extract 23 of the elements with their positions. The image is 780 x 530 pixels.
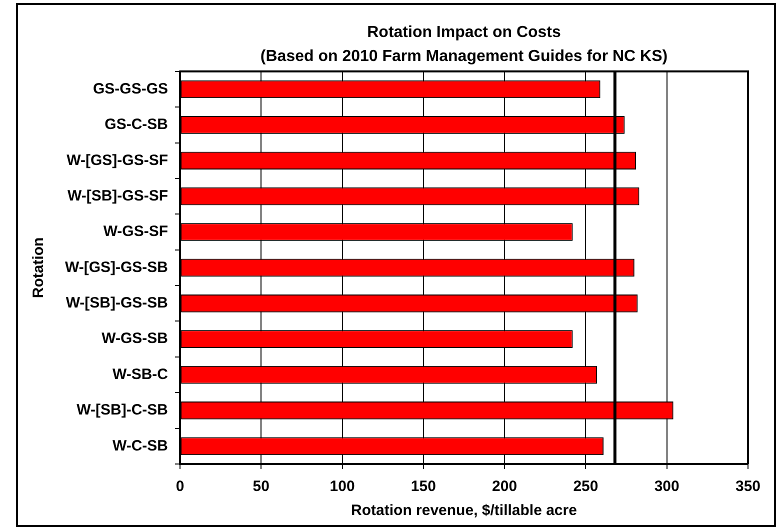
y-tick-label: W-C-SB	[112, 437, 168, 454]
y-tick-label: W-SB-C	[112, 366, 168, 383]
y-tick-label: GS-GS-GS	[92, 80, 168, 98]
x-tick-label: 200	[492, 478, 518, 496]
y-tick-label: W-[SB]-C-SB	[76, 402, 168, 419]
x-tick-label: 50	[252, 478, 270, 496]
x-tick-label: 100	[330, 478, 355, 496]
y-tick-label: W-GS-SF	[103, 223, 168, 240]
x-tick-label: 350	[735, 478, 761, 496]
y-tick-label: W-[GS]-GS-SF	[66, 152, 168, 169]
chart-title: Rotation Impact on Costs	[367, 24, 561, 42]
y-tick-label: W-[GS]-GS-SB	[64, 258, 168, 276]
y-tick-label: W-GS-SB	[102, 330, 168, 348]
y-tick-label: W-[SB]-GS-SB	[66, 294, 168, 312]
chart-subtitle: (Based on 2010 Farm Management Guides for NC KS)	[260, 48, 668, 66]
x-axis-title: Rotation revenue, $/tillable acre	[351, 502, 577, 520]
x-tick-label: 300	[654, 478, 680, 496]
y-axis-title: Rotation	[30, 237, 48, 298]
y-tick-label: W-[SB]-GS-SF	[67, 187, 168, 204]
x-tick-label: 0	[176, 478, 184, 496]
x-tick-label: 150	[410, 478, 436, 496]
y-tick-label: GS-C-SB	[104, 116, 168, 134]
x-tick-label: 250	[573, 478, 598, 496]
